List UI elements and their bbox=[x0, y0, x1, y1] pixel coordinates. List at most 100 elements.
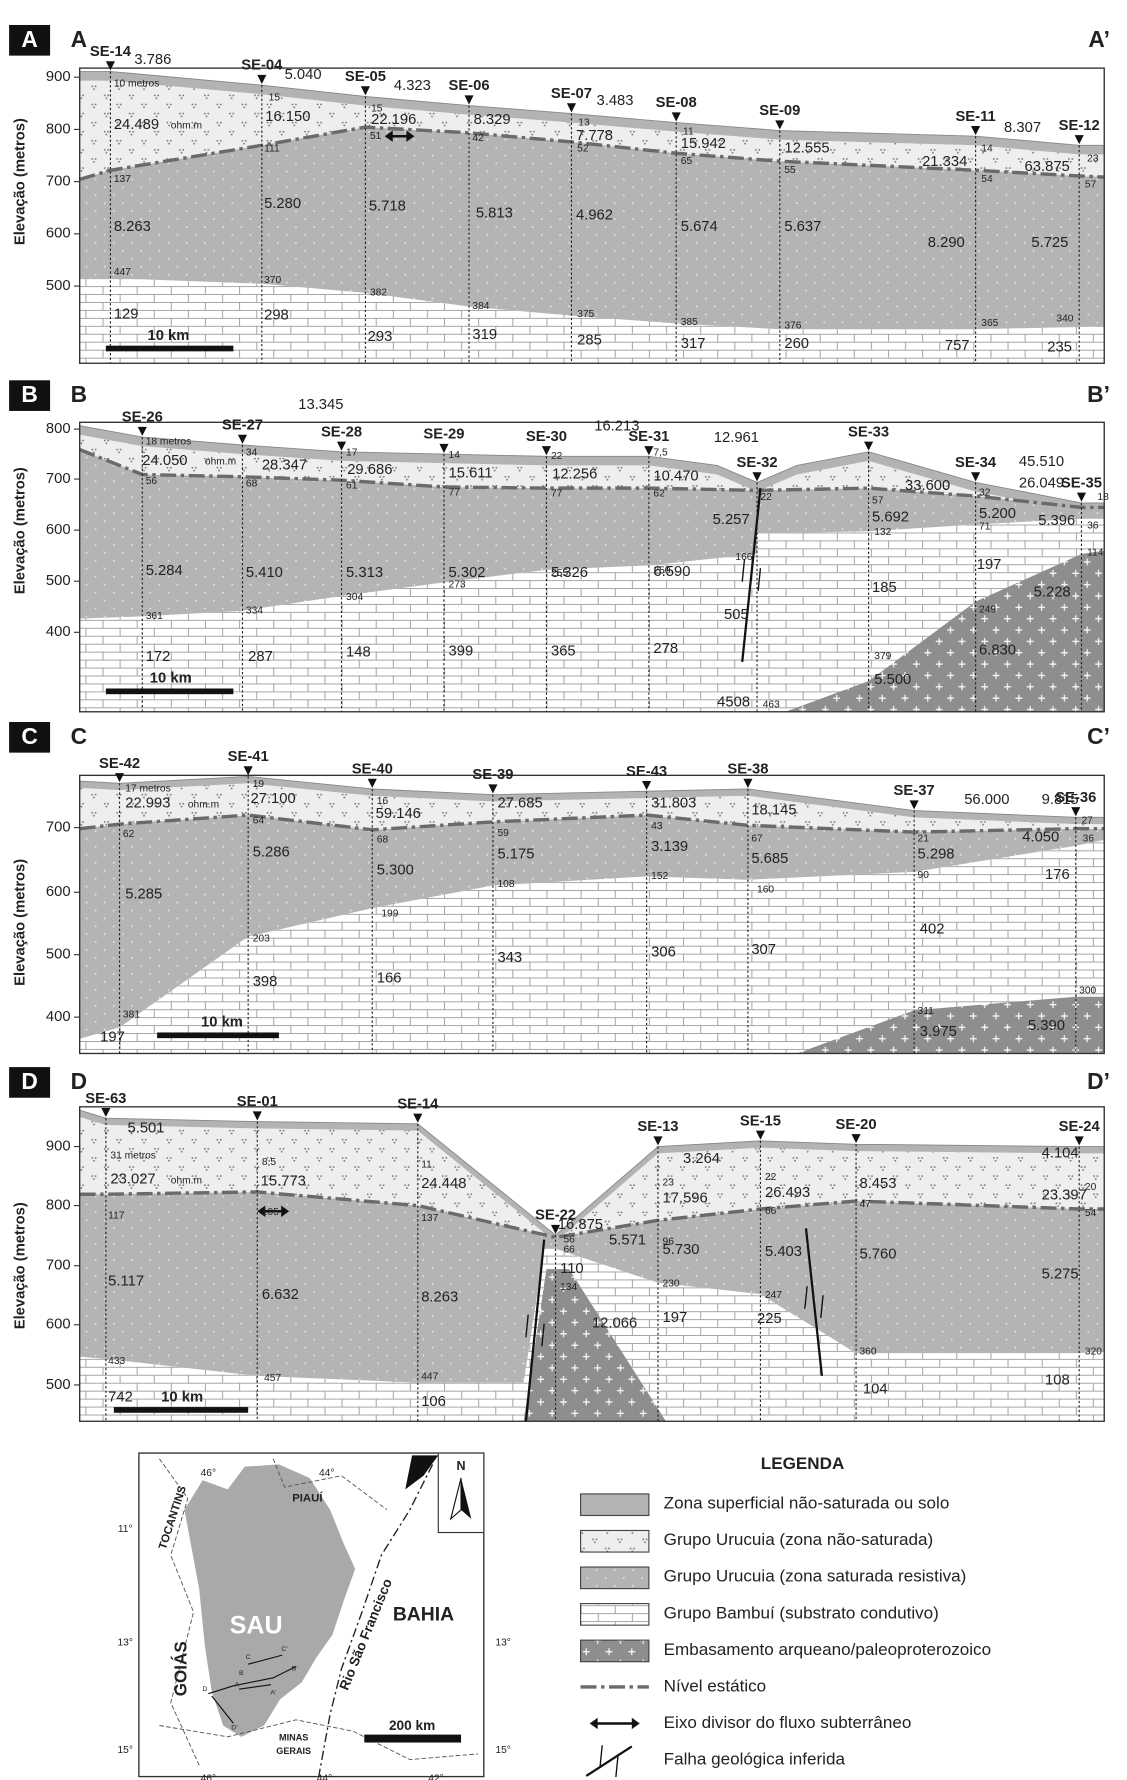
depth-label: ohm.m bbox=[205, 457, 236, 468]
resistivity-label: 260 bbox=[784, 336, 809, 352]
depth-label: ohm.m bbox=[171, 121, 202, 132]
depth-label: 14 bbox=[981, 143, 993, 154]
resistivity-label: 108 bbox=[1045, 1372, 1070, 1388]
depth-label: 137 bbox=[421, 1213, 438, 1224]
legend-swatch bbox=[581, 1567, 649, 1589]
scale-bar-label: 10 km bbox=[201, 1015, 243, 1031]
depth-label: 361 bbox=[146, 611, 163, 622]
depth-label: 433 bbox=[108, 1356, 125, 1367]
y-tick-label: 500 bbox=[46, 947, 71, 963]
depth-label: 447 bbox=[421, 1372, 438, 1383]
scale-bar-label: 10 km bbox=[148, 328, 190, 344]
legend-swatch bbox=[581, 1494, 649, 1516]
depth-label: 22 bbox=[760, 492, 772, 503]
sounding-marker bbox=[1071, 807, 1080, 816]
y-tick-label: 700 bbox=[46, 471, 71, 487]
sounding-marker bbox=[1077, 493, 1086, 502]
scale-bar-label: 10 km bbox=[161, 1389, 203, 1405]
station-name: SE-06 bbox=[448, 78, 489, 94]
resistivity-label: 5.718 bbox=[369, 199, 406, 215]
resistivity-label: 29.686 bbox=[347, 462, 392, 478]
cross-section: SE-26SE-27SE-28SE-29SE-30SE-31SE-32SE-33… bbox=[9, 380, 1110, 711]
depth-label: 71 bbox=[979, 521, 991, 532]
depth-label: 117 bbox=[108, 1211, 125, 1222]
resistivity-label: 31.803 bbox=[651, 796, 696, 812]
y-tick-label: 900 bbox=[46, 1138, 71, 1154]
station-name: SE-27 bbox=[222, 418, 263, 434]
sounding-marker bbox=[864, 442, 873, 451]
y-tick-label: 800 bbox=[46, 121, 71, 137]
section-end: D’ bbox=[1087, 1068, 1110, 1094]
resistivity-label: 172 bbox=[146, 649, 171, 665]
station-name: SE-34 bbox=[955, 455, 997, 471]
map-label: B’ bbox=[292, 1666, 299, 1673]
resistivity-label: 8.263 bbox=[421, 1289, 458, 1305]
resistivity-label: 33.600 bbox=[905, 478, 950, 494]
resistivity-label: 5.175 bbox=[497, 847, 534, 863]
resistivity-label: 23.397 bbox=[1042, 1187, 1087, 1203]
station-name: SE-01 bbox=[237, 1094, 278, 1110]
legend-label: Nível estático bbox=[664, 1676, 766, 1695]
y-tick-label: 800 bbox=[46, 1198, 71, 1214]
depth-label: 22 bbox=[765, 1172, 777, 1183]
legend-label: Grupo Urucuia (zona saturada resistiva) bbox=[664, 1567, 967, 1586]
map-label: 13° bbox=[495, 1637, 510, 1648]
sounding-marker bbox=[488, 784, 497, 793]
station-name: SE-38 bbox=[727, 762, 768, 778]
resistivity-label: 3.483 bbox=[597, 93, 634, 109]
resistivity-label: 5.396 bbox=[1038, 513, 1075, 529]
station-name: SE-29 bbox=[423, 427, 464, 443]
section-start: C bbox=[71, 723, 87, 749]
depth-label: 61 bbox=[346, 481, 358, 492]
resistivity-label: 9.815 bbox=[1042, 792, 1079, 808]
resistivity-label: 12.961 bbox=[714, 430, 759, 446]
resistivity-label: 17.596 bbox=[663, 1191, 708, 1207]
depth-label: 36 bbox=[1087, 520, 1099, 531]
station-name: SE-35 bbox=[1061, 476, 1102, 492]
resistivity-label: 8.329 bbox=[474, 112, 511, 128]
depth-label: 62 bbox=[653, 489, 665, 500]
sounding-marker bbox=[253, 1111, 262, 1120]
resistivity-label: 5.692 bbox=[872, 510, 909, 526]
resistivity-label: 197 bbox=[977, 557, 1002, 573]
resistivity-label: 5.286 bbox=[253, 844, 290, 860]
depth-label: 13 bbox=[578, 117, 590, 128]
map-label: C bbox=[246, 1654, 251, 1661]
resistivity-label: 24.448 bbox=[421, 1176, 466, 1192]
resistivity-label: 28.347 bbox=[262, 457, 307, 473]
depth-label: 14 bbox=[449, 450, 461, 461]
depth-label: 7,5 bbox=[653, 448, 668, 459]
resistivity-label: 16.150 bbox=[265, 109, 310, 125]
legend-title: LEGENDA bbox=[761, 1454, 844, 1473]
depth-label: 36 bbox=[1083, 834, 1095, 845]
depth-label: 59 bbox=[497, 828, 509, 839]
station-name: SE-05 bbox=[345, 69, 386, 85]
depth-label: 137 bbox=[114, 174, 131, 185]
station-name: SE-32 bbox=[736, 455, 777, 471]
resistivity-label: 317 bbox=[681, 336, 706, 352]
map-label: 15° bbox=[117, 1745, 132, 1756]
resistivity-label: 3.264 bbox=[683, 1151, 720, 1167]
resistivity-label: 402 bbox=[920, 922, 945, 938]
depth-label: 23 bbox=[663, 1178, 675, 1189]
resistivity-label: 26.493 bbox=[765, 1185, 810, 1201]
depth-label: 199 bbox=[381, 909, 398, 920]
depth-label: 18 metros bbox=[146, 436, 192, 447]
depth-label: 54 bbox=[1085, 1208, 1097, 1219]
depth-label: 320 bbox=[1085, 1347, 1102, 1358]
y-tick-label: 600 bbox=[46, 1317, 71, 1333]
scale-bar-label: 10 km bbox=[150, 671, 192, 687]
depth-label: 57 bbox=[872, 495, 884, 506]
resistivity-label: 13.345 bbox=[298, 397, 343, 413]
section-end: B’ bbox=[1087, 381, 1110, 407]
depth-label: 68 bbox=[246, 478, 258, 489]
resistivity-label: 106 bbox=[421, 1394, 446, 1410]
depth-label: 67 bbox=[751, 834, 763, 845]
depth-label: 160 bbox=[757, 885, 774, 896]
resistivity-label: 5.500 bbox=[874, 672, 911, 688]
map-label: BAHIA bbox=[393, 1605, 454, 1626]
depth-label: 370 bbox=[264, 275, 281, 286]
resistivity-label: 22.993 bbox=[125, 796, 170, 812]
scale-bar bbox=[157, 1032, 279, 1038]
resistivity-label: 23.027 bbox=[110, 1171, 155, 1187]
